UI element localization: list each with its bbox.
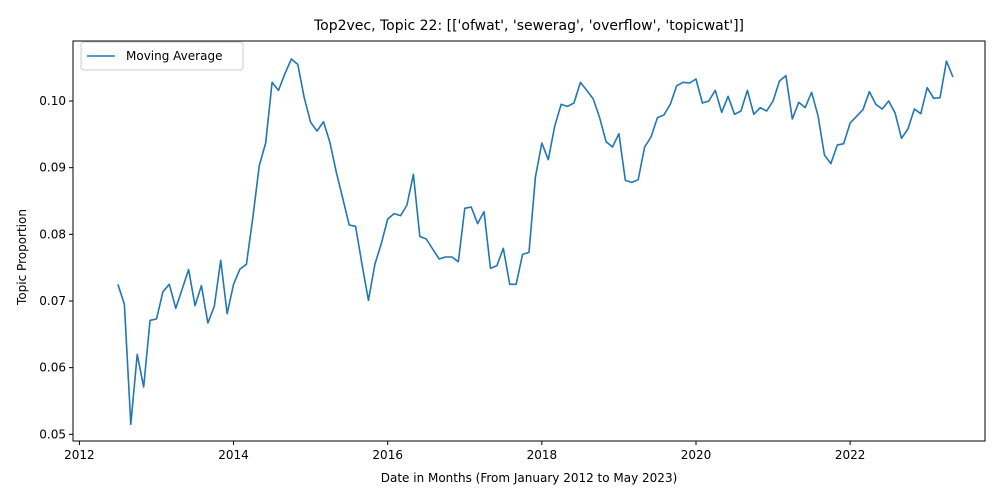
legend-frame <box>80 41 244 71</box>
x-tick-label: 2012 <box>64 448 95 462</box>
y-axis-title: Topic Proportion <box>15 209 29 306</box>
plot-area: 2012 2014 2016 2018 2020 2022 0.05 0.06 0.07 0.08… <box>39 40 986 462</box>
x-axis-title: Date in Months (From January 2012 to May… <box>381 471 678 485</box>
x-tick-label: 2022 <box>835 448 866 462</box>
y-tick-label: 0.09 <box>39 161 66 175</box>
x-tick-label: 2014 <box>218 448 249 462</box>
y-tick-label: 0.10 <box>39 94 66 108</box>
x-tick-label: 2016 <box>372 448 403 462</box>
legend: Moving Average <box>80 41 244 71</box>
y-tick-label: 0.05 <box>39 427 66 441</box>
x-tick-label: 2020 <box>681 448 712 462</box>
chart-title: Top2vec, Topic 22: [['ofwat', 'sewerag',… <box>313 18 744 34</box>
y-tick-label: 0.06 <box>39 361 66 375</box>
y-tick-label: 0.07 <box>39 294 66 308</box>
y-tick-label: 0.08 <box>39 227 66 241</box>
axes-frame <box>72 40 986 442</box>
series-line-moving-average <box>117 58 954 426</box>
legend-label: Moving Average <box>126 49 222 63</box>
x-tick-label: 2018 <box>527 448 558 462</box>
